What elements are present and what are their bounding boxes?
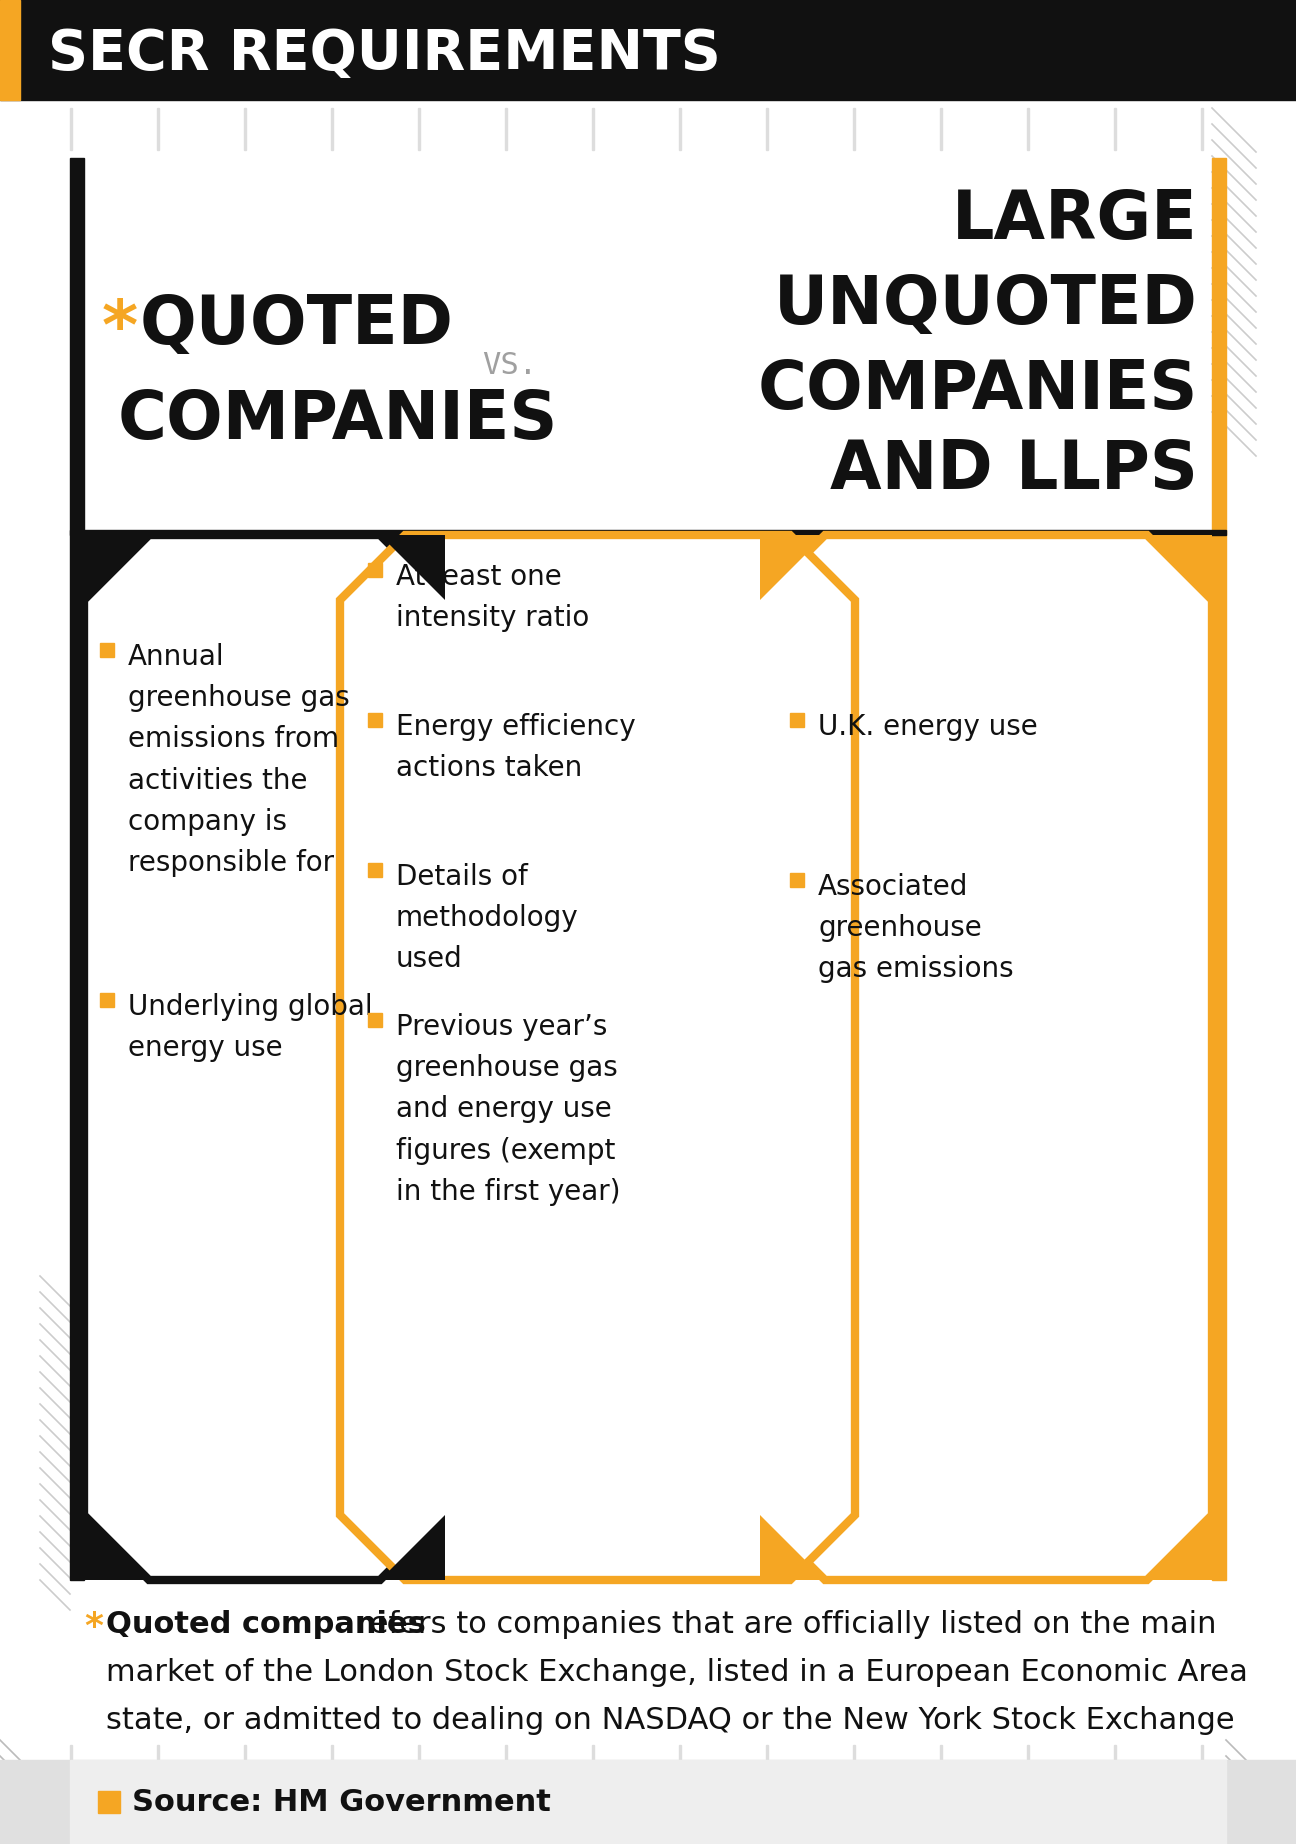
Text: Details of
methodology
used: Details of methodology used: [397, 863, 578, 974]
Text: refers to companies that are officially listed on the main: refers to companies that are officially …: [349, 1610, 1217, 1639]
Bar: [940, 109, 941, 149]
Bar: [0, 0, 1296, 100]
Bar: [244, 109, 245, 149]
Bar: [766, 1744, 767, 1787]
Bar: [70, 1759, 1226, 1844]
Text: Previous year’s
greenhouse gas
and energy use
figures (exempt
in the first year): Previous year’s greenhouse gas and energ…: [397, 1012, 621, 1206]
Bar: [419, 1744, 420, 1787]
Bar: [368, 714, 382, 727]
Text: COMPANIES: COMPANIES: [758, 358, 1198, 422]
Text: market of the London Stock Exchange, listed in a European Economic Area: market of the London Stock Exchange, lis…: [106, 1658, 1248, 1687]
Bar: [592, 109, 594, 149]
Bar: [1201, 1744, 1203, 1787]
Bar: [1026, 1744, 1029, 1787]
Bar: [0, 0, 19, 100]
Text: Underlying global
energy use: Underlying global energy use: [128, 994, 373, 1062]
Bar: [368, 1012, 382, 1027]
Polygon shape: [84, 535, 445, 1580]
Text: LARGE: LARGE: [953, 186, 1198, 253]
Text: At least one
intensity ratio: At least one intensity ratio: [397, 562, 590, 632]
Text: Annual
greenhouse gas
emissions from
activities the
company is
responsible for: Annual greenhouse gas emissions from act…: [128, 644, 350, 878]
Bar: [1115, 109, 1116, 149]
Polygon shape: [759, 535, 1212, 1580]
Polygon shape: [1147, 1516, 1212, 1580]
Text: U.K. energy use: U.K. energy use: [818, 714, 1038, 741]
Polygon shape: [340, 535, 855, 1580]
Bar: [853, 109, 854, 149]
Bar: [100, 644, 114, 656]
Bar: [70, 159, 84, 1580]
Text: Quoted companies: Quoted companies: [106, 1610, 426, 1639]
Bar: [157, 109, 158, 149]
Bar: [679, 1744, 680, 1787]
Bar: [419, 109, 420, 149]
Text: Energy efficiency
actions taken: Energy efficiency actions taken: [397, 714, 635, 782]
Text: *: *: [102, 297, 139, 363]
Bar: [70, 109, 71, 149]
Bar: [70, 159, 1226, 1580]
Bar: [70, 529, 1226, 535]
Text: Source: HM Government: Source: HM Government: [132, 1787, 551, 1816]
Bar: [1201, 109, 1203, 149]
Text: AND LLPS: AND LLPS: [831, 437, 1198, 503]
Bar: [940, 1744, 941, 1787]
Bar: [368, 562, 382, 577]
Text: QUOTED: QUOTED: [140, 291, 454, 358]
Text: state, or admitted to dealing on NASDAQ or the New York Stock Exchange: state, or admitted to dealing on NASDAQ …: [106, 1706, 1235, 1735]
Bar: [791, 872, 804, 887]
Bar: [0, 1759, 1296, 1844]
Polygon shape: [759, 1516, 826, 1580]
Polygon shape: [380, 1516, 445, 1580]
Bar: [592, 1744, 594, 1787]
Bar: [368, 863, 382, 878]
Text: *: *: [84, 1610, 102, 1645]
Bar: [505, 1744, 507, 1787]
Text: Associated
greenhouse
gas emissions: Associated greenhouse gas emissions: [818, 872, 1013, 983]
Polygon shape: [759, 535, 826, 599]
Text: UNQUOTED: UNQUOTED: [774, 273, 1198, 337]
Bar: [766, 109, 767, 149]
Text: SECR REQUIREMENTS: SECR REQUIREMENTS: [48, 28, 721, 81]
Bar: [70, 1744, 71, 1787]
Bar: [1212, 159, 1226, 1580]
Bar: [853, 1744, 854, 1787]
Polygon shape: [380, 535, 445, 599]
Bar: [244, 1744, 245, 1787]
Bar: [100, 994, 114, 1007]
Bar: [1115, 1744, 1116, 1787]
Polygon shape: [84, 535, 149, 599]
Text: COMPANIES: COMPANIES: [118, 387, 559, 454]
Bar: [679, 109, 680, 149]
Bar: [330, 1744, 333, 1787]
Bar: [157, 1744, 158, 1787]
Bar: [98, 1791, 121, 1813]
Bar: [791, 714, 804, 727]
Bar: [505, 109, 507, 149]
Text: VS.: VS.: [482, 350, 537, 380]
Bar: [1026, 109, 1029, 149]
Polygon shape: [1147, 535, 1212, 599]
Bar: [330, 109, 333, 149]
Polygon shape: [84, 1516, 149, 1580]
